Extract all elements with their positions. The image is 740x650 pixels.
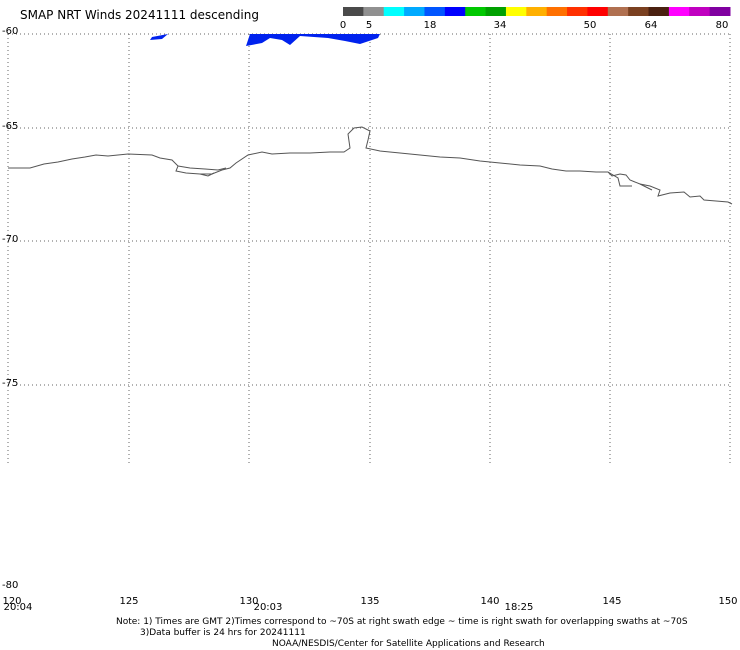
lon-label-135: 135	[360, 596, 380, 607]
colorbar-segment	[648, 7, 670, 16]
wind-swath	[150, 34, 380, 46]
colorbar-segment	[424, 7, 446, 16]
note-line-3: NOAA/NESDIS/Center for Satellite Applica…	[272, 639, 545, 649]
graticule	[7, 33, 731, 463]
swath-fragment-1	[150, 34, 168, 40]
legend-label-34: 34	[493, 20, 507, 31]
lon-label-140: 140	[480, 596, 500, 607]
legend-label-5: 5	[365, 20, 373, 31]
coastline-inlet	[177, 165, 653, 191]
swath-fragment-2	[246, 34, 380, 46]
legend-label-50: 50	[583, 20, 597, 31]
colorbar-segment	[383, 7, 405, 16]
time-label-2: 20:03	[253, 602, 283, 613]
lat-label-65: -65	[2, 121, 19, 132]
time-label-3: 18:25	[504, 602, 534, 613]
colorbar-segment	[607, 7, 629, 16]
colorbar-segment	[668, 7, 690, 16]
colorbar-segment	[444, 7, 466, 16]
colorbar-segment	[689, 7, 711, 16]
note-line-2: 3)Data buffer is 24 hrs for 20241111	[140, 628, 306, 638]
time-label-1: 20:04	[3, 602, 33, 613]
lon-label-130: 130	[239, 596, 259, 607]
wind-speed-colorbar	[343, 7, 731, 16]
legend-label-18: 18	[423, 20, 437, 31]
colorbar-segment	[363, 7, 385, 16]
legend-label-0: 0	[339, 20, 347, 31]
note-line-1: Note: 1) Times are GMT 2)Times correspon…	[116, 617, 688, 627]
lon-label-125: 125	[119, 596, 139, 607]
lat-label-60: -60	[2, 26, 19, 37]
lat-label-80: -80	[2, 580, 19, 591]
coastline	[8, 126, 733, 205]
colorbar-segment	[628, 7, 650, 16]
colorbar-segment	[505, 7, 527, 16]
lon-label-120: 120	[2, 596, 22, 607]
colorbar-segment	[485, 7, 507, 16]
colorbar-segment	[343, 7, 364, 16]
colorbar-segment	[587, 7, 609, 16]
lat-label-70: -70	[2, 234, 19, 245]
colorbar-segment	[526, 7, 548, 16]
colorbar-segment	[709, 7, 731, 16]
colorbar-segment	[567, 7, 588, 16]
colorbar-segment	[546, 7, 568, 16]
legend-label-80: 80	[715, 20, 729, 31]
lat-label-75: -75	[2, 378, 19, 389]
lon-label-150: 150	[718, 596, 738, 607]
legend-label-64: 64	[644, 20, 658, 31]
colorbar-segment	[404, 7, 425, 16]
colorbar-segment	[465, 7, 487, 16]
lon-label-145: 145	[602, 596, 622, 607]
map-title: SMAP NRT Winds 20241111 descending	[20, 8, 259, 22]
